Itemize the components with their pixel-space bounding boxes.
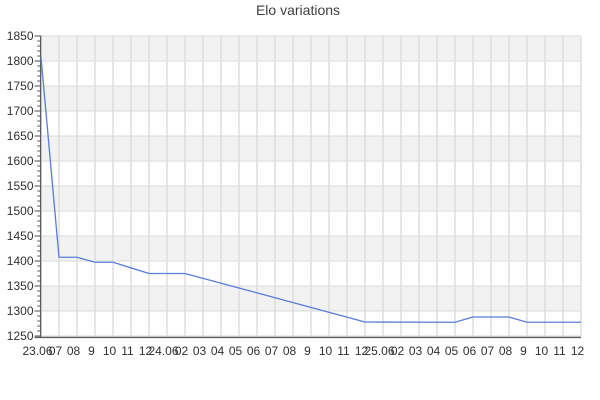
svg-text:12: 12 bbox=[571, 344, 585, 358]
svg-text:12: 12 bbox=[355, 344, 369, 358]
svg-text:07: 07 bbox=[49, 344, 63, 358]
svg-text:02: 02 bbox=[391, 344, 405, 358]
svg-text:04: 04 bbox=[427, 344, 441, 358]
svg-text:1550: 1550 bbox=[7, 179, 34, 193]
svg-text:11: 11 bbox=[121, 344, 134, 358]
svg-text:1250: 1250 bbox=[7, 329, 34, 343]
svg-text:9: 9 bbox=[88, 344, 95, 358]
svg-text:11: 11 bbox=[337, 344, 350, 358]
svg-text:04: 04 bbox=[211, 344, 225, 358]
svg-text:08: 08 bbox=[499, 344, 513, 358]
svg-text:23.06: 23.06 bbox=[22, 344, 52, 358]
svg-text:06: 06 bbox=[463, 344, 477, 358]
svg-text:07: 07 bbox=[481, 344, 495, 358]
svg-text:05: 05 bbox=[229, 344, 243, 358]
svg-text:02: 02 bbox=[175, 344, 189, 358]
svg-text:03: 03 bbox=[409, 344, 423, 358]
svg-text:1650: 1650 bbox=[7, 129, 34, 143]
svg-text:1850: 1850 bbox=[7, 29, 34, 43]
svg-text:10: 10 bbox=[535, 344, 549, 358]
svg-text:07: 07 bbox=[265, 344, 279, 358]
svg-text:9: 9 bbox=[304, 344, 311, 358]
svg-text:24.06: 24.06 bbox=[148, 344, 178, 358]
svg-text:10: 10 bbox=[319, 344, 333, 358]
svg-text:1600: 1600 bbox=[7, 154, 34, 168]
svg-text:1500: 1500 bbox=[7, 204, 34, 218]
svg-text:1800: 1800 bbox=[7, 54, 34, 68]
svg-text:9: 9 bbox=[520, 344, 527, 358]
svg-text:05: 05 bbox=[445, 344, 459, 358]
svg-text:1400: 1400 bbox=[7, 254, 34, 268]
svg-text:11: 11 bbox=[553, 344, 566, 358]
svg-text:12: 12 bbox=[139, 344, 153, 358]
svg-text:08: 08 bbox=[283, 344, 297, 358]
svg-text:03: 03 bbox=[193, 344, 207, 358]
svg-text:1300: 1300 bbox=[7, 304, 34, 318]
svg-text:1350: 1350 bbox=[7, 279, 34, 293]
svg-text:1450: 1450 bbox=[7, 229, 34, 243]
svg-text:Elo variations: Elo variations bbox=[256, 2, 340, 18]
svg-text:10: 10 bbox=[103, 344, 117, 358]
svg-text:25.06: 25.06 bbox=[364, 344, 394, 358]
svg-text:08: 08 bbox=[67, 344, 81, 358]
svg-text:06: 06 bbox=[247, 344, 261, 358]
svg-text:1700: 1700 bbox=[7, 104, 34, 118]
svg-text:1750: 1750 bbox=[7, 79, 34, 93]
